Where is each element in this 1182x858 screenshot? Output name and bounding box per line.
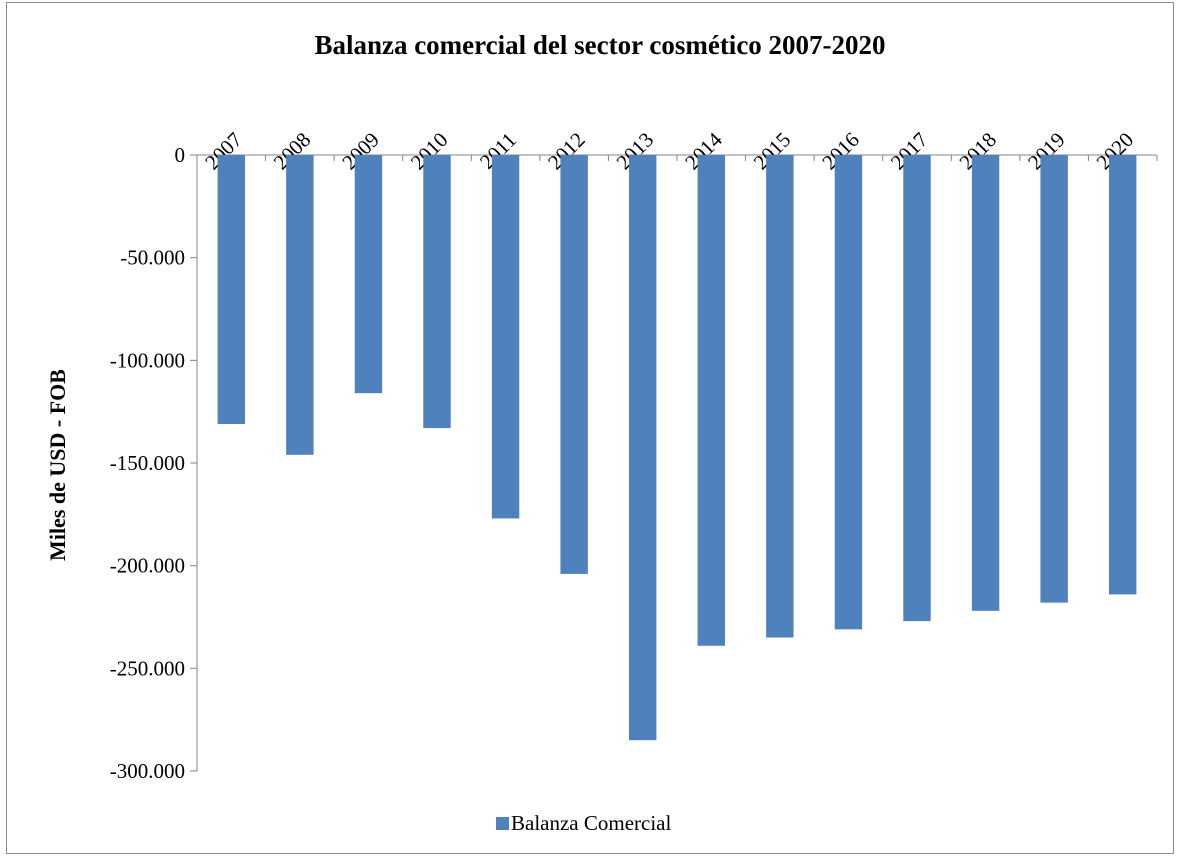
bar — [697, 155, 725, 646]
legend-label: Balanza Comercial — [511, 811, 672, 835]
bar — [1109, 155, 1137, 595]
y-axis-title: Miles de USD - FOB — [45, 369, 70, 561]
y-tick-label: -100.000 — [110, 348, 185, 372]
bars — [217, 155, 1137, 741]
y-tick-label: -150.000 — [110, 451, 185, 475]
y-tick-label: -50.000 — [120, 246, 185, 270]
bar — [560, 155, 588, 574]
y-axis: 0 -50.000 -100.000 -150.000 -200.000 -250.000… — [110, 143, 198, 783]
legend-swatch — [496, 817, 509, 830]
bar — [423, 155, 451, 429]
legend: Balanza Comercial — [496, 811, 672, 835]
bar — [766, 155, 794, 638]
bar — [834, 155, 863, 630]
bar — [1040, 155, 1068, 603]
bar — [629, 155, 657, 741]
bar — [491, 155, 520, 519]
y-tick-label: -200.000 — [110, 554, 185, 578]
chart-title: Balanza comercial del sector cosmético 2… — [314, 30, 885, 60]
y-tick-label: 0 — [175, 143, 186, 167]
y-tick-label: -300.000 — [110, 759, 185, 783]
bar — [903, 155, 931, 622]
y-tick-label: -250.000 — [110, 656, 185, 680]
x-axis: 2007 2008 2009 2010 2011 2012 2013 2014 2015 2016… — [196, 127, 1158, 174]
bar — [354, 155, 383, 394]
bar — [217, 155, 245, 424]
bar — [971, 155, 1000, 611]
bar — [286, 155, 314, 455]
